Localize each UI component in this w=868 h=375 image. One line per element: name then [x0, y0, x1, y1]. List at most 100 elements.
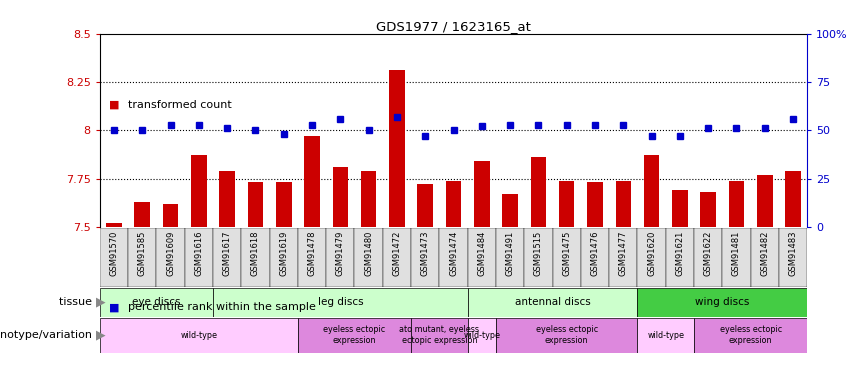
Text: wild-type: wild-type: [464, 331, 500, 340]
Bar: [100, 288, 213, 317]
Bar: [637, 288, 807, 317]
Bar: [757, 175, 773, 227]
Bar: [135, 202, 150, 227]
Bar: [418, 184, 433, 227]
Bar: [439, 228, 468, 287]
Text: tissue: tissue: [59, 297, 95, 307]
Text: GSM91609: GSM91609: [166, 231, 175, 276]
Text: percentile rank within the sample: percentile rank within the sample: [128, 303, 315, 312]
Bar: [468, 288, 637, 317]
Bar: [241, 228, 270, 287]
Text: ato mutant, eyeless
ectopic expression: ato mutant, eyeless ectopic expression: [399, 326, 479, 345]
Bar: [672, 190, 687, 227]
Text: GSM91480: GSM91480: [365, 231, 373, 276]
Bar: [185, 228, 213, 287]
Bar: [553, 228, 581, 287]
Bar: [326, 228, 354, 287]
Bar: [100, 318, 298, 352]
Bar: [786, 171, 801, 227]
Bar: [694, 318, 807, 352]
Bar: [468, 318, 496, 352]
Bar: [468, 228, 496, 287]
Text: GSM91472: GSM91472: [392, 231, 401, 276]
Text: GSM91491: GSM91491: [506, 231, 515, 276]
Bar: [298, 228, 326, 287]
Bar: [615, 180, 631, 227]
Bar: [191, 155, 207, 227]
Text: GSM91476: GSM91476: [590, 231, 600, 276]
Text: genotype/variation: genotype/variation: [0, 330, 95, 340]
Title: GDS1977 / 1623165_at: GDS1977 / 1623165_at: [376, 20, 531, 33]
Bar: [496, 228, 524, 287]
Bar: [559, 180, 575, 227]
Text: GSM91585: GSM91585: [138, 231, 147, 276]
Text: GSM91483: GSM91483: [789, 231, 798, 276]
Bar: [411, 318, 468, 352]
Bar: [128, 228, 156, 287]
Bar: [588, 183, 602, 227]
Text: eyeless ectopic
expression: eyeless ectopic expression: [324, 326, 385, 345]
Bar: [156, 228, 185, 287]
Text: GSM91482: GSM91482: [760, 231, 769, 276]
Text: ■: ■: [108, 303, 119, 312]
Bar: [530, 158, 546, 227]
Bar: [666, 228, 694, 287]
Bar: [106, 223, 122, 227]
Text: GSM91622: GSM91622: [704, 231, 713, 276]
Text: wing discs: wing discs: [695, 297, 750, 307]
Bar: [496, 318, 637, 352]
Bar: [213, 228, 241, 287]
Bar: [751, 228, 779, 287]
Text: GSM91619: GSM91619: [279, 231, 288, 276]
Bar: [298, 318, 411, 352]
Text: wild-type: wild-type: [181, 331, 217, 340]
Text: ▶: ▶: [95, 296, 105, 309]
Text: antennal discs: antennal discs: [515, 297, 590, 307]
Text: GSM91478: GSM91478: [307, 231, 317, 276]
Bar: [163, 204, 178, 227]
Bar: [305, 136, 319, 227]
Bar: [383, 228, 411, 287]
Bar: [609, 228, 637, 287]
Bar: [524, 228, 553, 287]
Text: GSM91479: GSM91479: [336, 231, 345, 276]
Text: eyeless ectopic
expression: eyeless ectopic expression: [720, 326, 782, 345]
Text: leg discs: leg discs: [318, 297, 363, 307]
Bar: [411, 228, 439, 287]
Text: ▶: ▶: [95, 328, 105, 342]
Text: GSM91618: GSM91618: [251, 231, 260, 276]
Bar: [220, 171, 235, 227]
Bar: [637, 318, 694, 352]
Bar: [361, 171, 377, 227]
Text: GSM91620: GSM91620: [648, 231, 656, 276]
Text: GSM91473: GSM91473: [421, 231, 430, 276]
Text: GSM91475: GSM91475: [562, 231, 571, 276]
Bar: [637, 228, 666, 287]
Bar: [446, 180, 461, 227]
Text: ■: ■: [108, 100, 119, 110]
Text: GSM91484: GSM91484: [477, 231, 486, 276]
Text: GSM91616: GSM91616: [194, 231, 203, 276]
Bar: [100, 228, 128, 287]
Text: GSM91477: GSM91477: [619, 231, 628, 276]
Text: GSM91621: GSM91621: [675, 231, 684, 276]
Bar: [247, 183, 263, 227]
Text: GSM91515: GSM91515: [534, 231, 542, 276]
Bar: [474, 161, 490, 227]
Bar: [276, 183, 292, 227]
Bar: [503, 194, 518, 227]
Bar: [389, 70, 404, 227]
Bar: [644, 155, 660, 227]
Text: GSM91617: GSM91617: [223, 231, 232, 276]
Text: GSM91570: GSM91570: [109, 231, 118, 276]
Text: eyeless ectopic
expression: eyeless ectopic expression: [536, 326, 598, 345]
Bar: [270, 228, 298, 287]
Bar: [729, 180, 744, 227]
Bar: [213, 288, 468, 317]
Bar: [779, 228, 807, 287]
Bar: [354, 228, 383, 287]
Text: GSM91474: GSM91474: [449, 231, 458, 276]
Bar: [332, 167, 348, 227]
Text: transformed count: transformed count: [128, 100, 232, 110]
Bar: [700, 192, 716, 227]
